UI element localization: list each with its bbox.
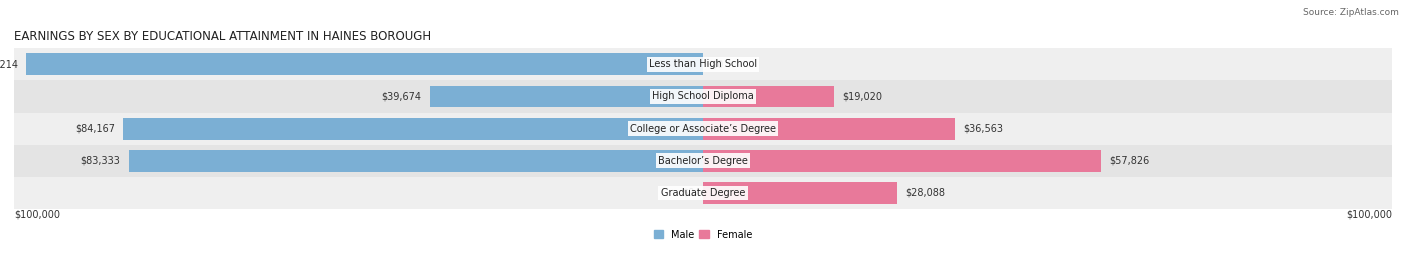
Bar xyxy=(14,177,1392,209)
Text: Source: ZipAtlas.com: Source: ZipAtlas.com xyxy=(1303,8,1399,17)
Bar xyxy=(703,85,834,107)
Bar xyxy=(124,118,703,140)
Text: $83,333: $83,333 xyxy=(80,156,121,166)
Text: $0: $0 xyxy=(711,59,724,69)
Text: $39,674: $39,674 xyxy=(381,91,422,102)
Text: College or Associate’s Degree: College or Associate’s Degree xyxy=(630,124,776,134)
Text: $100,000: $100,000 xyxy=(14,210,60,220)
Bar xyxy=(27,53,703,75)
Text: Bachelor’s Degree: Bachelor’s Degree xyxy=(658,156,748,166)
Legend: Male, Female: Male, Female xyxy=(654,230,752,240)
Text: $100,000: $100,000 xyxy=(1346,210,1392,220)
Bar xyxy=(14,145,1392,177)
Bar xyxy=(14,48,1392,80)
Text: $19,020: $19,020 xyxy=(842,91,883,102)
Bar xyxy=(14,80,1392,113)
Bar xyxy=(430,85,703,107)
Text: $57,826: $57,826 xyxy=(1109,156,1150,166)
Text: $98,214: $98,214 xyxy=(0,59,18,69)
Text: $84,167: $84,167 xyxy=(75,124,115,134)
Text: EARNINGS BY SEX BY EDUCATIONAL ATTAINMENT IN HAINES BOROUGH: EARNINGS BY SEX BY EDUCATIONAL ATTAINMEN… xyxy=(14,30,432,43)
Bar xyxy=(703,118,955,140)
Bar xyxy=(129,150,703,172)
Text: $0: $0 xyxy=(682,188,695,198)
Text: $28,088: $28,088 xyxy=(905,188,945,198)
Text: Less than High School: Less than High School xyxy=(650,59,756,69)
Text: High School Diploma: High School Diploma xyxy=(652,91,754,102)
Bar xyxy=(703,150,1101,172)
Text: $36,563: $36,563 xyxy=(963,124,1002,134)
Bar xyxy=(14,113,1392,145)
Bar xyxy=(703,182,897,204)
Text: Graduate Degree: Graduate Degree xyxy=(661,188,745,198)
